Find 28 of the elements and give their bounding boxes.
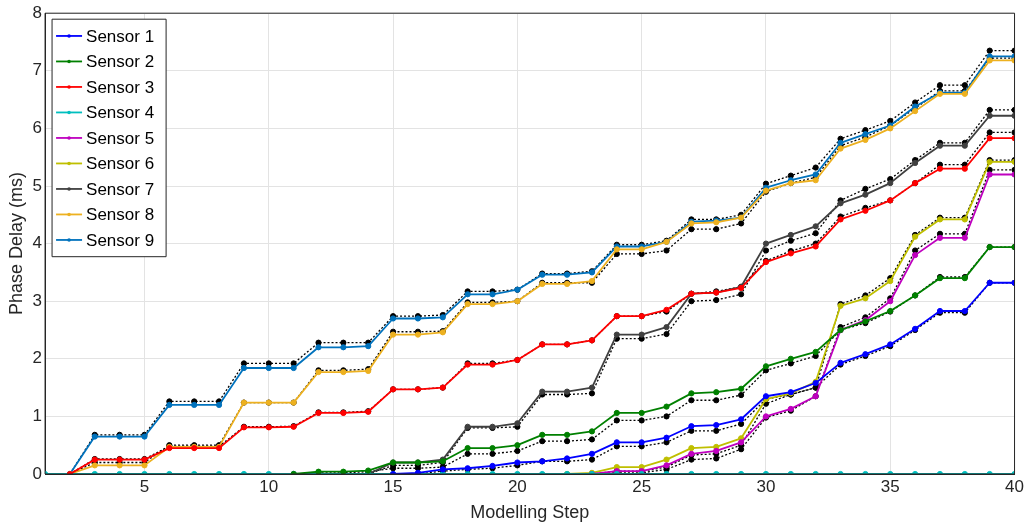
x-tick-label: 40: [1005, 476, 1025, 496]
x-tick-label: 10: [259, 476, 279, 496]
legend-label: Sensor 2: [86, 52, 155, 72]
y-tick-label: 1: [32, 406, 43, 426]
legend-label: Sensor 9: [86, 230, 155, 250]
y-tick-label: 8: [32, 2, 43, 22]
legend-label: Sensor 1: [86, 26, 155, 46]
y-tick-label: 0: [32, 463, 43, 483]
x-tick-label: 35: [880, 476, 900, 496]
x-tick-label: 20: [507, 476, 527, 496]
legend-label: Sensor 3: [86, 77, 155, 97]
y-axis-title: Phase Delay (ms): [5, 172, 26, 316]
legend-label: Sensor 8: [86, 205, 155, 225]
x-tick-label: 15: [383, 476, 403, 496]
legend-label: Sensor 5: [86, 128, 155, 148]
x-axis-title: Modelling Step: [470, 502, 590, 523]
y-tick-label: 7: [32, 60, 43, 80]
y-tick-label: 2: [32, 348, 43, 368]
y-tick-label: 5: [32, 175, 43, 195]
legend-label: Sensor 7: [86, 179, 155, 199]
x-tick-label: 30: [756, 476, 776, 496]
y-tick-label: 3: [32, 290, 43, 310]
legend-label: Sensor 6: [86, 154, 155, 174]
y-tick-label: 4: [32, 233, 43, 253]
x-tick-label: 25: [632, 476, 652, 496]
y-tick-label: 6: [32, 118, 43, 138]
x-tick-label: 5: [139, 476, 150, 496]
legend-label: Sensor 4: [86, 103, 155, 123]
